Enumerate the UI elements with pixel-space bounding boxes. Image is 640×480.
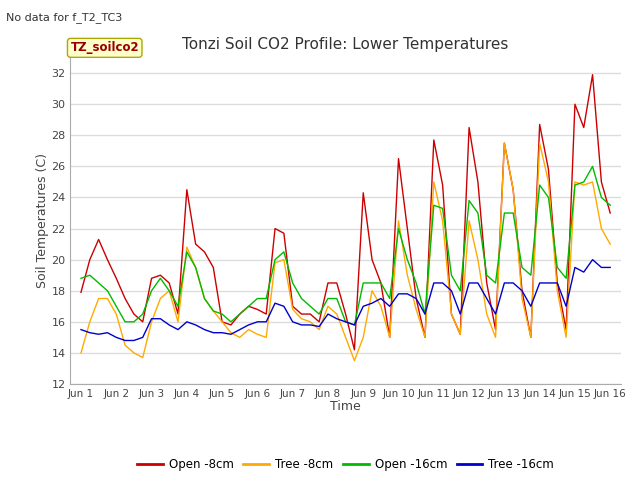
- Legend: Open -8cm, Tree -8cm, Open -16cm, Tree -16cm: Open -8cm, Tree -8cm, Open -16cm, Tree -…: [132, 454, 559, 476]
- Y-axis label: Soil Temperatures (C): Soil Temperatures (C): [35, 153, 49, 288]
- Text: TZ_soilco2: TZ_soilco2: [70, 41, 139, 54]
- Title: Tonzi Soil CO2 Profile: Lower Temperatures: Tonzi Soil CO2 Profile: Lower Temperatur…: [182, 37, 509, 52]
- X-axis label: Time: Time: [330, 400, 361, 413]
- Text: No data for f_T2_TC3: No data for f_T2_TC3: [6, 12, 123, 23]
